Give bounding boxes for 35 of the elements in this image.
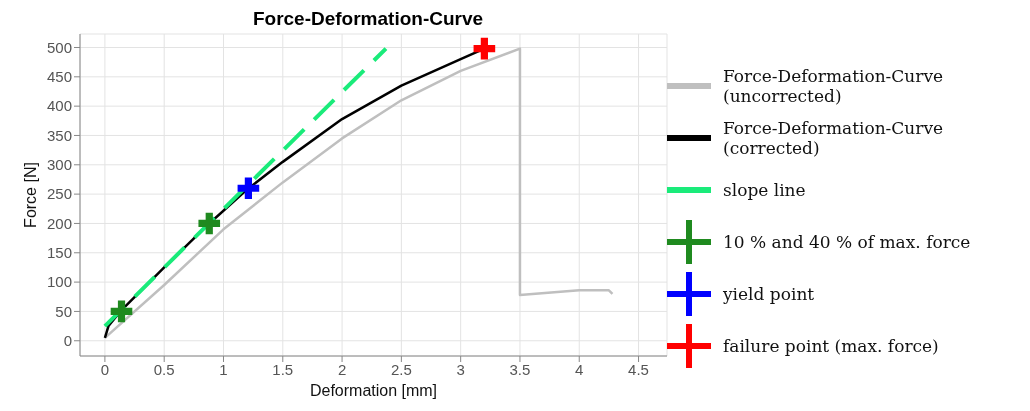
legend-label: yield point [723,284,816,304]
point [473,37,496,60]
y-tick-label: 150 [46,244,72,262]
y-tick-label: 400 [46,97,72,115]
x-tick-label: 0.5 [153,360,175,378]
legend-label: Force-Deformation-Curve (corrected) [723,118,945,158]
x-tick-label: 2 [337,360,347,378]
x-tick-label: 1 [219,360,228,378]
x-tick-label: 3 [456,360,465,378]
chart-title: Force-Deformation-Curve [251,8,485,30]
y-tick-label: 500 [46,38,72,56]
y-tick-label: 300 [46,156,72,174]
x-tick-label: 1.5 [272,360,294,378]
y-axis-title: Force [N] [21,162,39,228]
y-tick-label: 0 [63,332,72,350]
x-tick-label: 0 [100,360,110,378]
point [198,212,221,235]
x-tick-label: 3.5 [509,360,531,378]
x-tick-label: 4 [575,360,584,378]
y-tick-label: 250 [46,185,72,203]
line-series [103,47,614,340]
y-tick-label: 200 [46,214,72,232]
x-axis-title: Deformation [mm] [309,382,438,399]
y-tick-label: 100 [46,273,72,291]
legend-label: failure point (max. force) [723,336,940,356]
y-tick-label: 350 [46,126,72,144]
y-tick-label: 450 [46,68,72,86]
x-tick-label: 4.5 [628,360,649,378]
legend-label: slope line [723,180,807,200]
point [110,300,133,323]
x-tick-label: 2.5 [390,360,412,378]
y-tick-label: 50 [55,302,72,320]
legend-label: 10 % and 40 % of max. force [723,232,972,252]
legend-label: Force-Deformation-Curve (uncorrected) [723,66,945,106]
point [237,177,260,200]
